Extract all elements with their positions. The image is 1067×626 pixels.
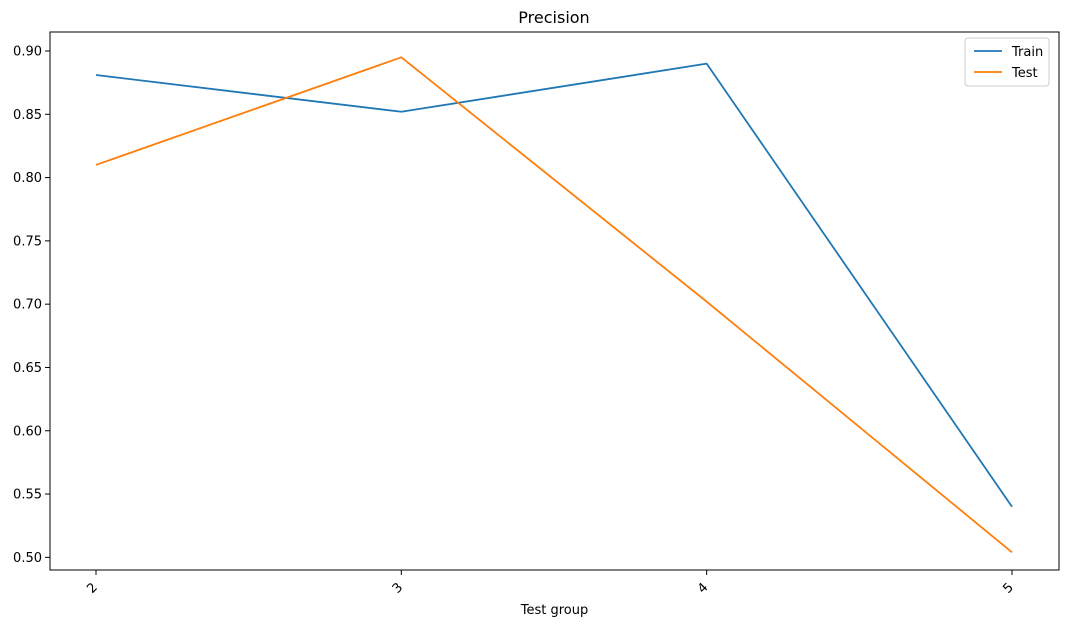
y-tick-label: 0.50	[13, 551, 42, 566]
y-tick-label: 0.60	[13, 424, 42, 439]
chart-title: Precision	[518, 8, 589, 27]
series-line-train	[95, 62, 1013, 508]
x-tick-label: 3	[390, 580, 406, 596]
series-lines	[95, 56, 1013, 553]
y-tick-label: 0.65	[13, 361, 42, 376]
legend: Train Test	[964, 37, 1050, 87]
y-tick-label: 0.85	[13, 108, 42, 123]
y-tick-label: 0.55	[13, 488, 42, 503]
legend-box	[964, 37, 1050, 87]
x-axis-title: Test group	[520, 603, 589, 618]
axis-ticks: 0.50 0.55 0.60 0.65 0.70 0.75 0.80 0.85 0.90 2 3 4 5	[13, 44, 1017, 596]
axes-frame	[49, 31, 1060, 571]
y-tick-label: 0.90	[13, 44, 42, 59]
legend-label-test: Test	[1011, 66, 1038, 81]
y-tick-label: 0.75	[13, 234, 42, 249]
x-tick-label: 2	[84, 580, 100, 596]
legend-label-train: Train	[1011, 45, 1043, 60]
x-tick-label: 5	[1000, 580, 1016, 596]
y-tick-label: 0.80	[13, 171, 42, 186]
y-tick-label: 0.70	[13, 298, 42, 313]
series-line-test	[95, 56, 1013, 553]
x-tick-label: 4	[695, 580, 711, 596]
